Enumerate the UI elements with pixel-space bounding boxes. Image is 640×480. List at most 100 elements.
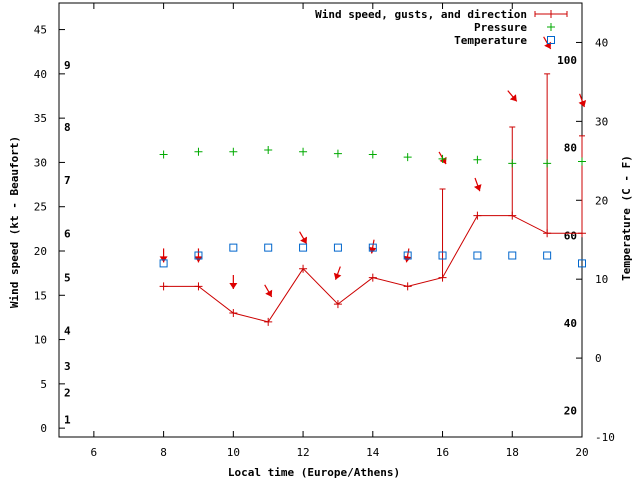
arrow-head [509,94,517,102]
pressure-point [543,159,552,168]
x-axis-ticks: 6 8 10 12 14 16 18 20 [91,3,589,459]
wind-speed-point [333,300,342,309]
pressure-point [438,154,447,163]
temperature-series [159,243,586,268]
plot-border [58,2,583,438]
pressure-point [159,150,168,159]
beaufort-label: 3 [64,360,71,373]
pressure-series [159,146,586,168]
legend-label: Temperature [454,34,527,47]
legend-marker [547,23,555,31]
wind-speed-point [299,264,308,273]
pressure-point [333,149,342,158]
beaufort-label: 9 [64,59,71,72]
y-left-axis-ticks: 0 5 10 15 20 25 30 35 40 45 [34,24,65,435]
arrow-head [368,246,377,254]
wind-speed-point [159,282,168,291]
wind-direction-arrow [264,284,273,298]
arrow-head [473,184,482,192]
legend-marker [547,36,555,44]
y-right-tick-label: 30 [595,115,608,128]
x-tick-label: 6 [91,446,98,459]
fahrenheit-label: 60 [564,229,577,242]
fahrenheit-label: 80 [564,142,577,155]
legend-label: Pressure [474,21,527,34]
wind-direction-arrow [299,231,308,245]
y-left-tick-label: 35 [34,112,47,125]
x-tick-label: 14 [366,446,380,459]
wind-direction-arrow [507,90,518,102]
y-left-tick-label: 30 [34,156,47,169]
y-left-tick-label: 10 [34,334,47,347]
temperature-point [438,251,447,260]
wind-speed-series [159,211,586,326]
arrow-head [578,100,587,108]
beaufort-labels: 1 2 3 4 5 6 7 8 9 [64,59,71,426]
wind-speed-point [194,282,203,291]
fahrenheit-label: 40 [564,317,577,330]
beaufort-label: 2 [64,387,71,400]
wind-direction-arrow [578,93,587,108]
fahrenheit-label: 20 [564,405,577,418]
arrow-head [229,283,238,289]
y-right-tick-label: 40 [595,36,608,49]
arrow-head [265,289,273,297]
temperature-point [299,243,308,252]
y-right-tick-label: 0 [595,352,602,365]
wind-direction-arrow [473,177,482,192]
beaufort-label: 4 [64,325,71,338]
y-left-tick-label: 20 [34,245,47,258]
plot-frame [58,2,583,438]
temperature-point [333,243,342,252]
fahrenheit-labels: 20 40 60 80 100 [557,54,577,418]
pressure-point [508,159,517,168]
temperature-point [508,251,517,260]
pressure-point [194,147,203,156]
y-right-tick-label: -10 [595,431,615,444]
wind-direction-arrow [333,266,342,280]
beaufort-label: 8 [64,121,71,134]
pressure-point [264,146,273,155]
wind-speed-point [473,211,482,220]
pressure-point [403,153,412,162]
temperature-point [403,251,412,260]
temperature-point [229,243,238,252]
pressure-point [368,150,377,159]
wind-direction-arrow [194,248,203,263]
pressure-point [299,147,308,156]
y-right-tick-label: 20 [595,194,608,207]
temperature-point [264,243,273,252]
legend: Wind speed, gusts, and directionPressure… [315,8,568,47]
temperature-point [194,251,203,260]
arrow-head [300,236,308,244]
beaufort-label: 5 [64,272,71,285]
pressure-point [473,155,482,164]
arrow-head [333,272,342,280]
y-left-tick-label: 0 [40,422,47,435]
y-left-tick-label: 45 [34,24,47,37]
beaufort-label: 6 [64,227,71,240]
x-tick-label: 12 [296,446,309,459]
wind-speed-point [264,317,273,326]
pressure-point [229,147,238,156]
y-left-tick-label: 40 [34,68,47,81]
wind-direction-arrow [229,275,238,289]
y-right-axis-label: Temperature (C - F) [620,155,633,281]
temperature-point [159,259,168,268]
x-tick-label: 20 [575,446,588,459]
y-right-axis-ticks: -10 0 10 20 30 40 [576,36,615,444]
y-left-tick-label: 5 [40,378,47,391]
beaufort-label: 1 [64,413,71,426]
wind-speed-point [368,273,377,282]
temperature-point [473,251,482,260]
temperature-point [368,243,377,252]
temperature-point [578,259,586,268]
wind-speed-point [403,282,412,291]
x-tick-label: 18 [506,446,519,459]
wind-direction-series [159,36,587,298]
legend-label: Wind speed, gusts, and direction [315,8,527,21]
y-left-axis-label: Wind speed (kt - Beaufort) [8,136,21,308]
wind-speed-line [163,215,582,323]
wind-direction-arrow [403,248,412,263]
